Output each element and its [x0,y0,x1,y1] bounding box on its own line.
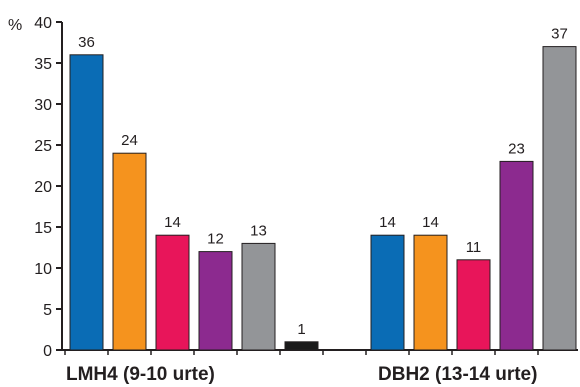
y-unit-label: % [8,17,22,34]
y-tick-label: 20 [34,179,52,196]
bar [499,160,534,351]
bar-value-label: 24 [121,132,138,149]
bar-value-label: 23 [508,140,525,157]
y-tick-label: 35 [34,56,52,73]
bar-value-label: 14 [379,214,396,231]
bar-value-label: 14 [164,214,181,231]
bar [241,242,276,351]
bar [112,152,147,351]
bar [155,234,190,351]
bar [413,234,448,351]
y-tick-label: 25 [34,138,52,155]
y-tick-label: 5 [43,302,52,319]
bars [69,46,577,351]
bar-value-label: 11 [466,239,482,256]
bar [542,46,577,351]
bar [198,251,233,351]
bar-value-label: 1 [297,321,305,338]
y-tick-label: 15 [34,220,52,237]
bar-value-label: 14 [422,214,439,231]
y-tick-label: 40 [34,15,52,32]
bar-value-label: 37 [551,26,568,43]
y-axis: 0 5 10 15 20 25 30 35 40 [34,15,63,360]
group-label: LMH4 (9-10 urte) [66,364,215,385]
y-tick-label: 10 [34,261,52,278]
bar [456,259,491,351]
bar-value-labels: 36 24 14 12 13 1 14 14 11 23 37 [78,26,568,338]
bar-value-label: 13 [250,222,267,239]
bar-value-label: 12 [207,231,224,248]
bar [69,54,104,351]
y-tick-label: 0 [43,343,52,360]
y-tick-label: 30 [34,97,52,114]
bar-value-label: 36 [78,34,95,51]
group-labels: LMH4 (9-10 urte) DBH2 (13-14 urte) [66,364,537,385]
bar [370,234,405,351]
group-label: DBH2 (13-14 urte) [378,364,537,385]
x-axis [62,349,578,355]
bar [284,341,319,351]
